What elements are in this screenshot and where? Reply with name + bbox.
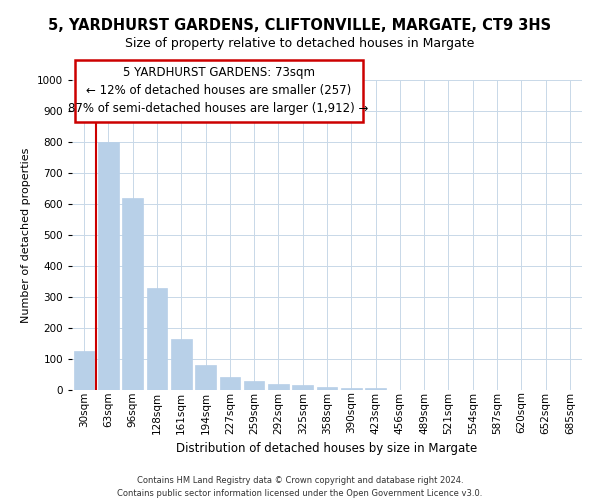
Text: Size of property relative to detached houses in Margate: Size of property relative to detached ho… [125,38,475,51]
Bar [220,377,240,390]
Bar [341,388,362,390]
Text: 5 YARDHURST GARDENS: 73sqm
← 12% of detached houses are smaller (257)
87% of sem: 5 YARDHURST GARDENS: 73sqm ← 12% of deta… [68,66,369,116]
Bar [244,380,265,390]
Bar [365,388,386,390]
Bar [146,288,167,390]
Bar [268,384,289,390]
Bar [171,340,191,390]
Bar [292,386,313,390]
X-axis label: Distribution of detached houses by size in Margate: Distribution of detached houses by size … [176,442,478,455]
Bar [122,198,143,390]
Text: 5, YARDHURST GARDENS, CLIFTONVILLE, MARGATE, CT9 3HS: 5, YARDHURST GARDENS, CLIFTONVILLE, MARG… [49,18,551,32]
Y-axis label: Number of detached properties: Number of detached properties [21,148,31,322]
Bar [74,351,94,390]
Text: Contains HM Land Registry data © Crown copyright and database right 2024.
Contai: Contains HM Land Registry data © Crown c… [118,476,482,498]
Bar [98,142,119,390]
Bar [317,387,337,390]
Bar [195,364,216,390]
FancyBboxPatch shape [74,60,362,122]
